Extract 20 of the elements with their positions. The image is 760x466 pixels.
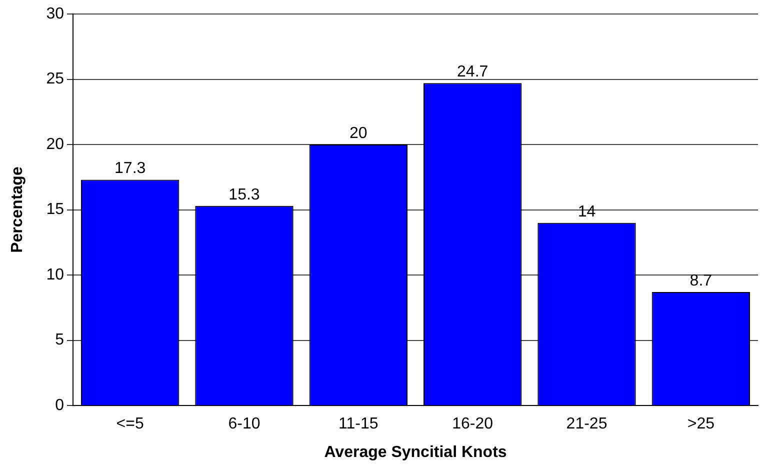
data-label: 17.3 <box>114 160 146 178</box>
x-tick-label: 21-25 <box>566 416 608 433</box>
y-tick-label: 30 <box>46 5 64 22</box>
x-axis-title: Average Syncitial Knots <box>324 444 507 461</box>
data-label: 24.7 <box>457 64 488 81</box>
data-label: 20 <box>350 124 368 142</box>
x-tick-label: 16-20 <box>452 416 494 433</box>
x-tick-label: 11-15 <box>338 416 378 433</box>
y-tick-label: 15 <box>46 201 64 218</box>
y-tick-label: 5 <box>55 332 64 349</box>
data-label: 8.7 <box>690 272 712 290</box>
data-label: 15.3 <box>228 186 260 204</box>
y-axis-title: Percentage <box>9 166 26 253</box>
y-tick-label: 20 <box>46 136 64 153</box>
y-tick-label: 0 <box>55 397 64 414</box>
x-tick-label: <=5 <box>116 416 144 433</box>
y-tick-label: 25 <box>46 70 64 88</box>
x-tick-label: >25 <box>687 416 715 433</box>
y-tick-label: 10 <box>46 266 64 284</box>
x-tick-label: 6-10 <box>228 416 260 433</box>
